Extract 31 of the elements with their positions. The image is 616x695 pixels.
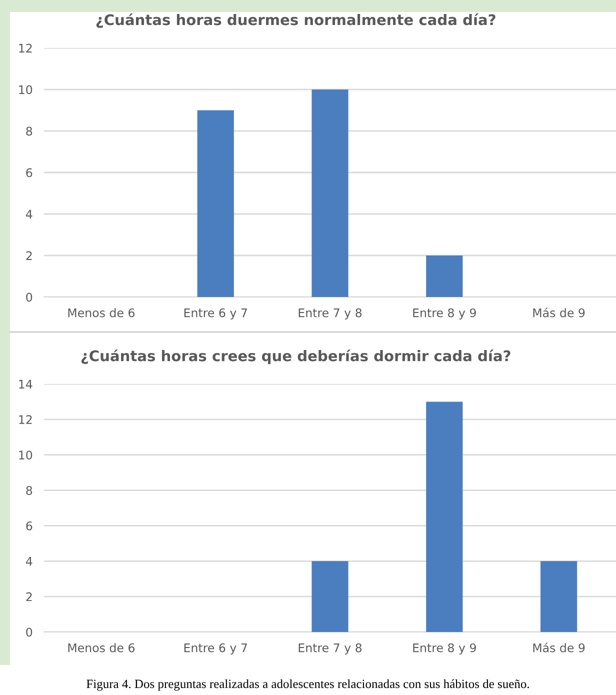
x-tick-label: Entre 6 y 7: [184, 308, 247, 320]
x-tick-label: Entre 8 y 9: [413, 643, 476, 655]
y-tick-label: 8: [26, 486, 32, 495]
y-tick-label: 0: [26, 292, 32, 302]
y-tick-label: 2: [26, 592, 32, 602]
x-tick-label: Entre 6 y 7: [184, 643, 247, 655]
y-tick-label: 12: [19, 415, 32, 424]
x-tick-label: Menos de 6: [68, 643, 134, 652]
y-tick-label: 4: [26, 210, 32, 218]
x-tick-label: Menos de 6: [68, 308, 134, 318]
y-tick-label: 2: [26, 251, 32, 260]
y-tick-label: 10: [19, 85, 32, 94]
bar: [426, 256, 463, 297]
y-tick-label: 14: [19, 380, 32, 388]
chart-title: ¿Cuántas horas crees que deberías dormir cada día?: [81, 349, 510, 364]
text: Figura 4. Dos preguntas realizadas a adolescentes relacionadas con sus hábitos de sueño.: [86, 679, 529, 691]
y-tick-label: 0: [26, 628, 32, 637]
x-tick-label: Más de 9: [533, 642, 585, 652]
y-tick-label: 4: [26, 557, 32, 566]
x-tick-label: Entre 8 y 9: [413, 308, 476, 320]
x-tick-label: Entre 7 y 8: [298, 643, 362, 655]
bar: [197, 110, 234, 297]
y-tick-label: 6: [26, 521, 32, 530]
chart-title: ¿Cuántas horas duermes normalmente cada día?: [96, 13, 496, 28]
bar: [312, 90, 348, 297]
y-tick-label: 10: [19, 450, 32, 460]
y-tick-label: 12: [19, 44, 32, 52]
x-tick-label: Entre 7 y 8: [298, 308, 362, 320]
y-tick-label: 8: [26, 126, 32, 136]
x-tick-label: Más de 9: [533, 308, 585, 318]
y-tick-label: 6: [26, 168, 32, 178]
